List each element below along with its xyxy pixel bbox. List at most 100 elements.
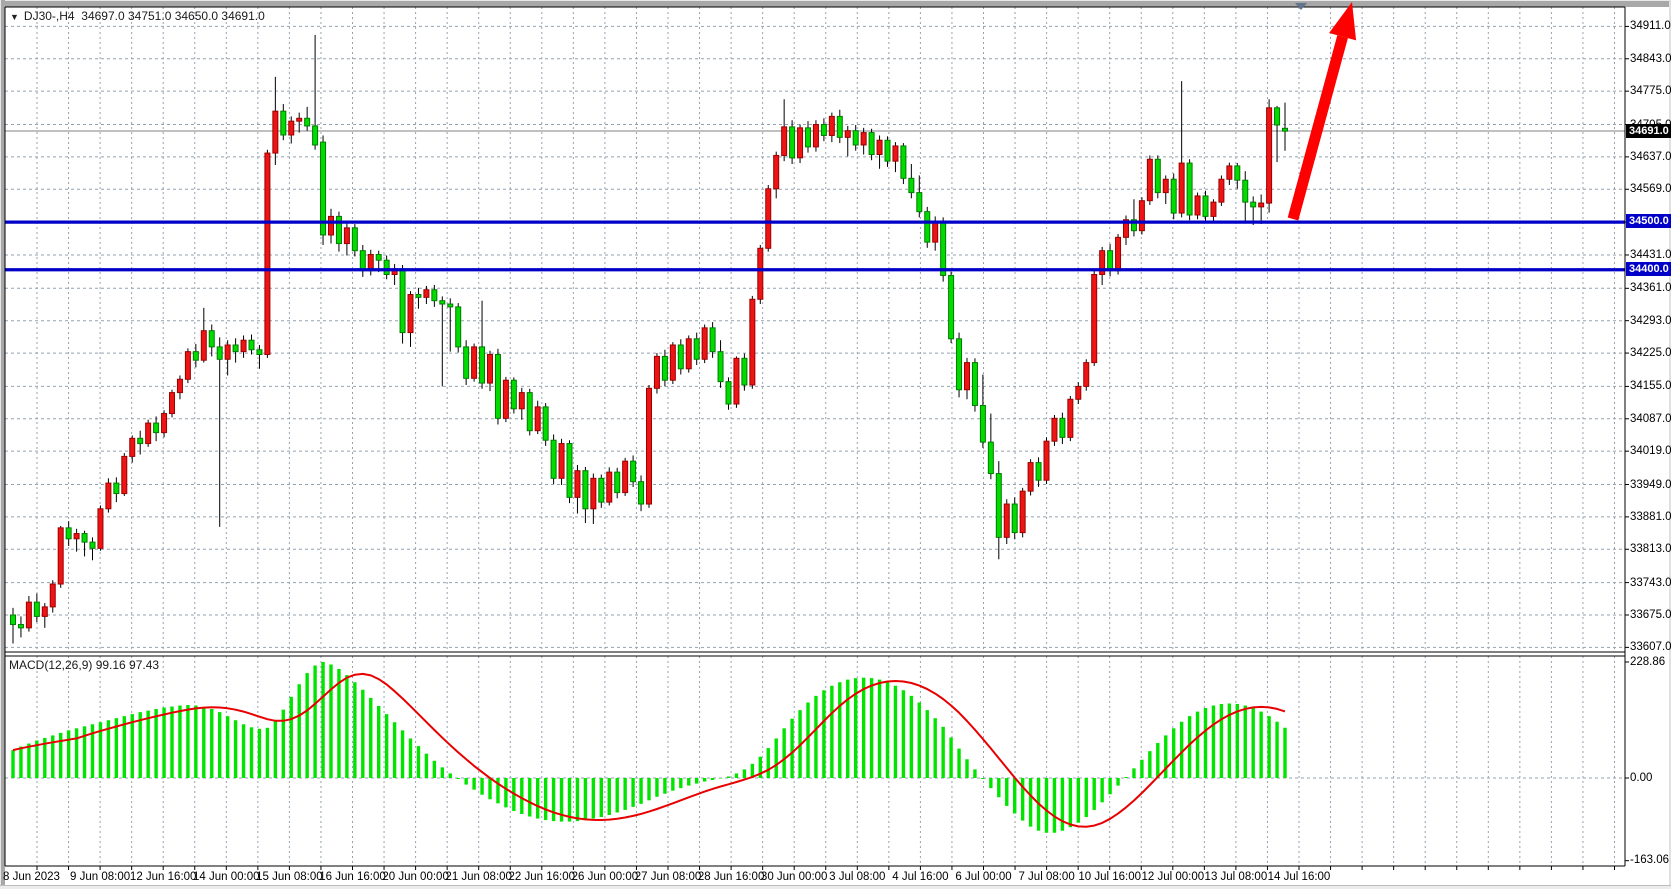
time-axis-label: 10 Jul 16:00	[1078, 871, 1142, 883]
candle-bull	[1123, 219, 1129, 238]
chevron-down-icon[interactable]: ▼	[10, 12, 19, 22]
candle-bear	[868, 132, 875, 155]
price-axis-label: 34569.0	[1630, 183, 1671, 196]
time-axis-label: 26 Jun 00:00	[571, 871, 639, 883]
candle-bear	[399, 268, 406, 334]
candle-bull	[1083, 362, 1090, 387]
time-axis-label: 30 Jun 00:00	[760, 871, 828, 883]
time-axis-label: 13 Jul 08:00	[1204, 871, 1268, 883]
candle-bull	[328, 215, 334, 236]
candle-bear	[852, 130, 859, 146]
time-axis-label: 22 Jun 16:00	[508, 871, 576, 883]
candle-bear	[582, 470, 589, 510]
window-frame-left	[0, 0, 5, 889]
candle-bull	[264, 152, 271, 356]
arrow-shaft	[1287, 35, 1348, 221]
candle-bear	[741, 357, 748, 386]
candle-bear	[884, 139, 891, 162]
hline-price-tag-34500[interactable]: 34500.0	[1626, 214, 1671, 228]
candle-bear	[81, 533, 88, 543]
candle-bear	[717, 351, 724, 383]
candle-bear	[836, 115, 843, 138]
time-axis-label: 12 Jul 00:00	[1141, 871, 1205, 883]
candle-bull	[892, 145, 899, 162]
time-axis-label: 9 Jun 08:00	[70, 871, 131, 883]
candle-bull	[49, 583, 56, 608]
candle-bear	[463, 346, 470, 379]
candle-bear	[948, 274, 955, 340]
price-axis-label: 34087.0	[1630, 412, 1671, 425]
candle-bull	[964, 362, 970, 391]
candle-bear	[17, 624, 24, 629]
price-axis-label: 34911.0	[1630, 20, 1671, 33]
candle-bull	[169, 392, 175, 415]
candle-bull	[1138, 200, 1145, 232]
candle-bear	[1234, 165, 1241, 181]
price-axis-label: 34155.0	[1630, 380, 1671, 393]
candle-bull	[471, 346, 478, 379]
candle-bull	[97, 508, 104, 549]
candle-bear	[598, 477, 605, 503]
window-frame-bottom[interactable]	[0, 885, 1671, 889]
candle-bear	[956, 338, 963, 391]
candle-bull	[812, 123, 819, 148]
candle-bull	[1019, 490, 1026, 534]
candle-bull	[1194, 195, 1201, 216]
price-axis-label: 34361.0	[1630, 282, 1671, 295]
price-axis-label: 34775.0	[1630, 85, 1671, 98]
price-axis-label: 34843.0	[1630, 52, 1671, 65]
candle-bull	[121, 455, 128, 495]
price-axis-label: 34019.0	[1630, 445, 1671, 458]
candle-bear	[415, 294, 422, 298]
candle-bear	[1282, 127, 1288, 132]
candle-bear	[192, 351, 199, 361]
candle-bear	[335, 215, 342, 245]
macd-axis-label: -163.06	[1630, 854, 1670, 866]
candle-bear	[566, 443, 573, 498]
price-axis-label: 34225.0	[1630, 347, 1671, 360]
candle-bull	[343, 227, 350, 245]
candle-bear	[208, 330, 215, 348]
window-frame-top	[0, 0, 1671, 7]
macd-histogram[interactable]	[11, 661, 1287, 833]
candlestick-series[interactable]	[10, 34, 1288, 644]
price-axis-label: 33607.0	[1630, 641, 1671, 654]
candle-bull	[184, 351, 191, 380]
price-axis-label: 33813.0	[1630, 543, 1671, 556]
candle-bull	[145, 422, 152, 445]
chart-title[interactable]: ▼ DJ30-,H4 34697.0 34751.0 34650.0 34691.…	[10, 9, 265, 23]
hline-price-tag-34400[interactable]: 34400.0	[1626, 262, 1671, 276]
candle-bull	[1067, 398, 1074, 438]
candle-bull	[73, 533, 80, 540]
candle-bear	[232, 344, 239, 353]
candle-bear	[638, 481, 645, 505]
time-axis-label: 28 Jun 16:00	[697, 871, 765, 883]
chart-shift-marker-icon[interactable]	[1295, 3, 1307, 10]
candle-bear	[113, 482, 120, 495]
candle-bear	[1130, 219, 1137, 232]
candle-bull	[1178, 162, 1185, 214]
time-axis-label: 27 Jun 08:00	[634, 871, 702, 883]
time-axis-label: 21 Jun 08:00	[445, 871, 512, 883]
candle-bull	[224, 344, 231, 360]
candle-bear	[1154, 158, 1161, 194]
candle-bull	[781, 126, 788, 156]
candle-bear	[1035, 462, 1042, 481]
chart-title-text: DJ30-,H4 34697.0 34751.0 34650.0 34691.0	[23, 9, 265, 23]
candle-bear	[359, 250, 366, 272]
time-axis-label: 14 Jun 00:00	[193, 871, 260, 883]
candle-bull	[828, 115, 835, 136]
candle-bull	[669, 344, 676, 381]
candle-bear	[995, 473, 1002, 538]
candle-bull	[1115, 236, 1122, 272]
candle-bull	[606, 471, 613, 503]
trend-arrow-up[interactable]	[1287, 2, 1357, 221]
candle-bear	[375, 253, 382, 261]
candle-bear	[693, 338, 700, 360]
candle-bear	[137, 437, 144, 445]
candle-bear	[900, 145, 907, 179]
candle-bear	[431, 289, 438, 302]
candle-bear	[820, 123, 827, 136]
